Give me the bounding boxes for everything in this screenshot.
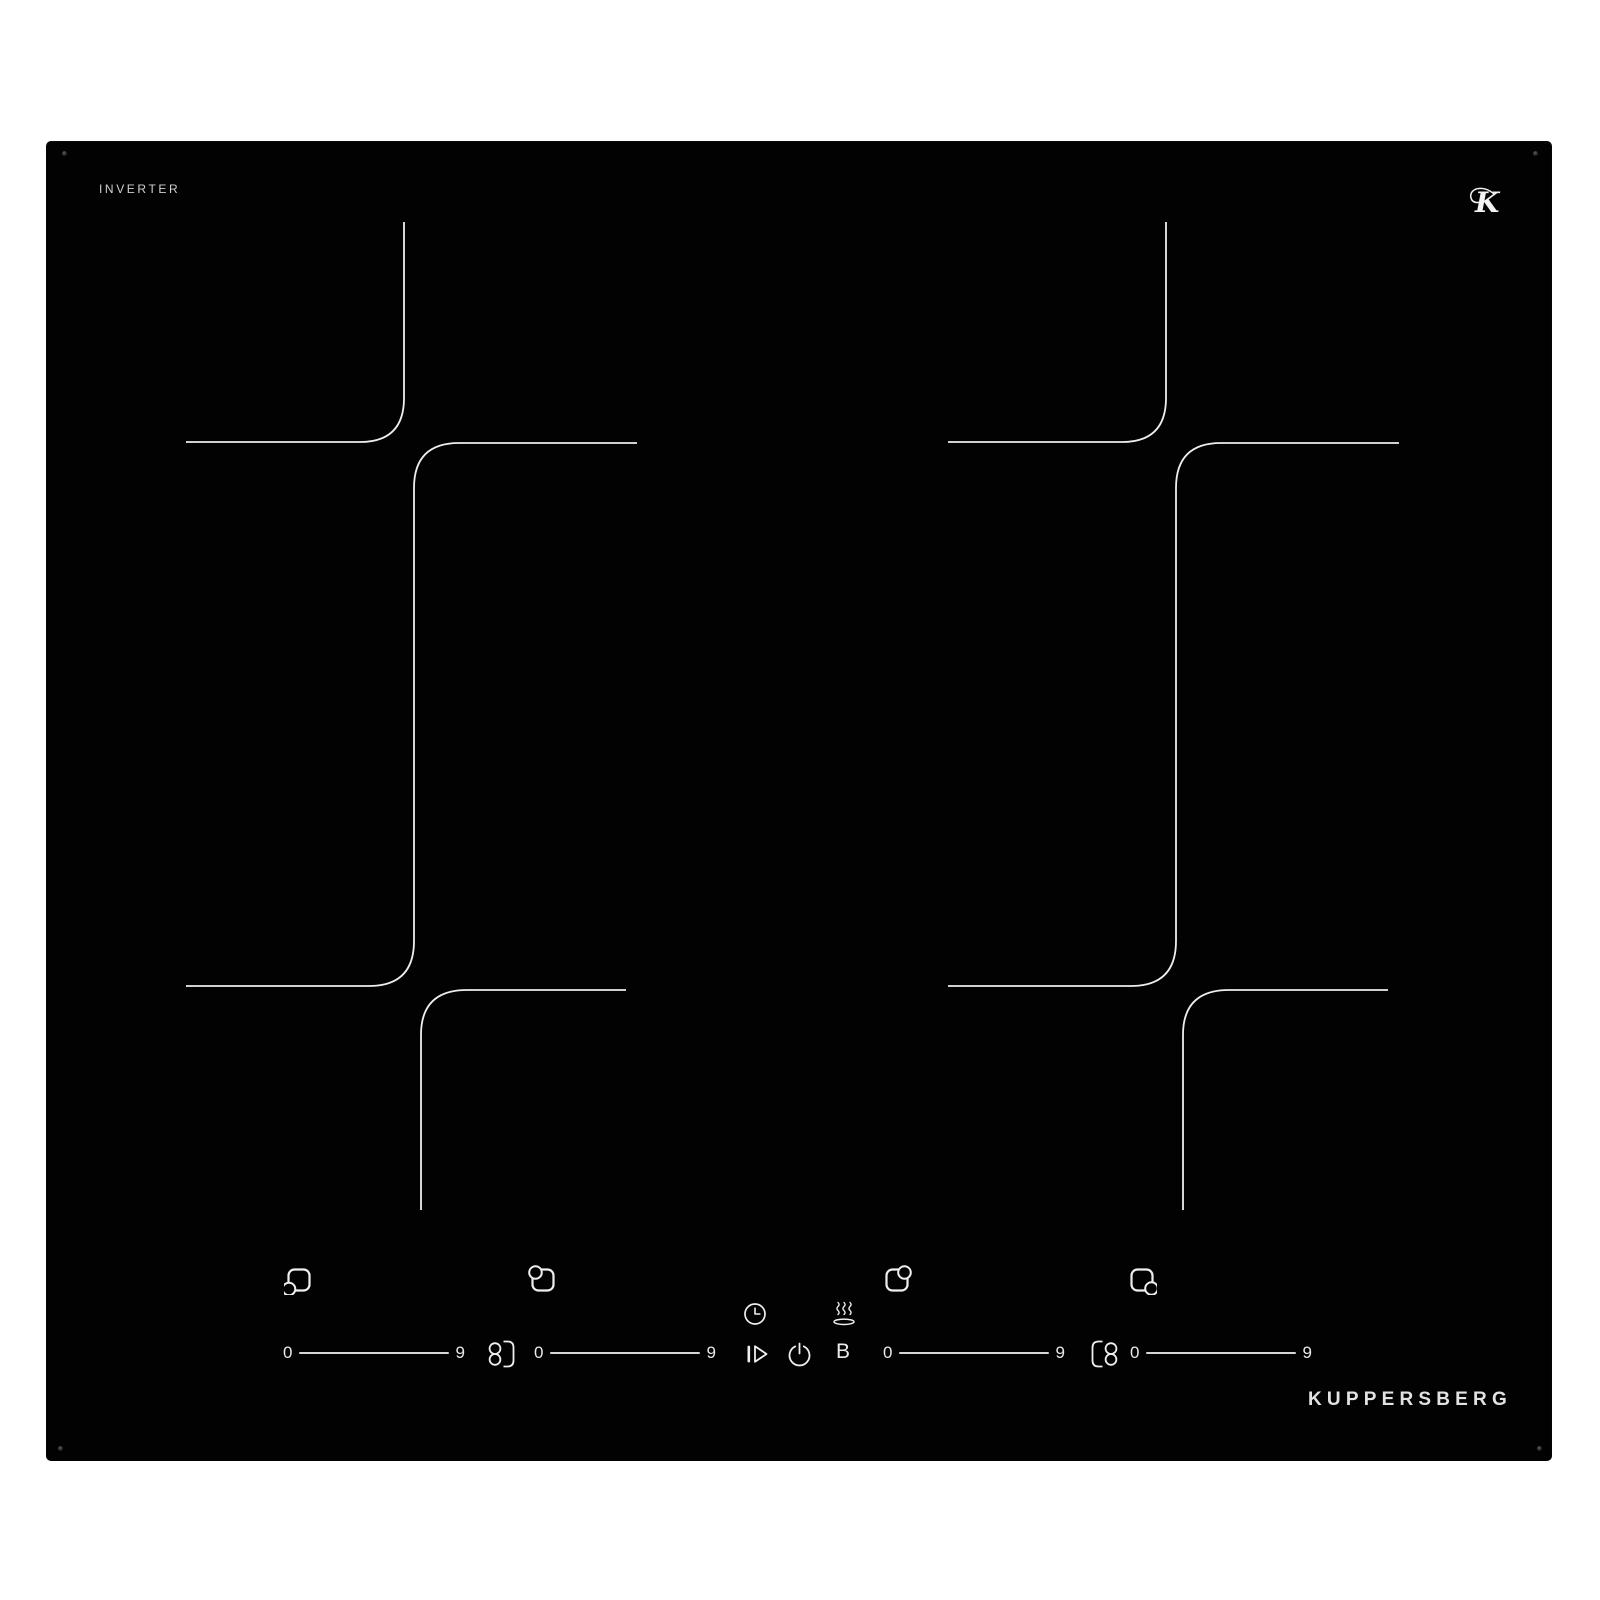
inverter-badge: INVERTER (99, 182, 181, 196)
slider-max-label: 9 (455, 1343, 465, 1362)
slider-track[interactable] (550, 1352, 700, 1354)
slider-min-label: 0 (883, 1343, 893, 1362)
slider-min-label: 0 (534, 1343, 544, 1362)
pause-icon[interactable] (746, 1344, 770, 1364)
corner-screw (1533, 151, 1538, 156)
zone-marking-left (186, 222, 637, 1210)
slider-track[interactable] (299, 1352, 449, 1354)
brand-wordmark: KUPPERSBERG (1308, 1389, 1512, 1410)
timer-clock-icon[interactable] (743, 1302, 767, 1326)
power-slider-front-right[interactable]: 0 9 (1130, 1342, 1312, 1364)
slider-max-label: 9 (1055, 1343, 1065, 1362)
zone-rear-left-icon[interactable] (528, 1265, 558, 1295)
corner-screw (58, 1446, 63, 1451)
zone-front-right-icon[interactable] (1127, 1265, 1157, 1295)
zone-marking-right (948, 222, 1399, 1210)
slider-min-label: 0 (283, 1343, 293, 1362)
slider-min-label: 0 (1130, 1343, 1140, 1362)
bridge-zones-left-icon[interactable] (487, 1338, 517, 1370)
corner-screw (1537, 1446, 1542, 1451)
power-icon[interactable] (786, 1341, 813, 1368)
power-slider-rear-left[interactable]: 0 9 (534, 1342, 716, 1364)
slider-max-label: 9 (1302, 1343, 1312, 1362)
corner-screw (62, 151, 67, 156)
zone-rear-right-icon[interactable] (882, 1265, 912, 1295)
residual-heat-icon (833, 1301, 855, 1326)
slider-track[interactable] (1146, 1352, 1296, 1354)
bridge-zones-right-icon[interactable] (1089, 1338, 1119, 1370)
hob-glass-surface (46, 141, 1552, 1461)
slider-track[interactable] (899, 1352, 1049, 1354)
boost-button[interactable]: B (836, 1340, 851, 1363)
power-slider-rear-right[interactable]: 0 9 (883, 1342, 1065, 1364)
zone-front-left-icon[interactable] (284, 1265, 314, 1295)
kuppersberg-k-logo-icon: K (1470, 186, 1501, 219)
power-slider-front-left[interactable]: 0 9 (283, 1342, 465, 1364)
slider-max-label: 9 (706, 1343, 716, 1362)
